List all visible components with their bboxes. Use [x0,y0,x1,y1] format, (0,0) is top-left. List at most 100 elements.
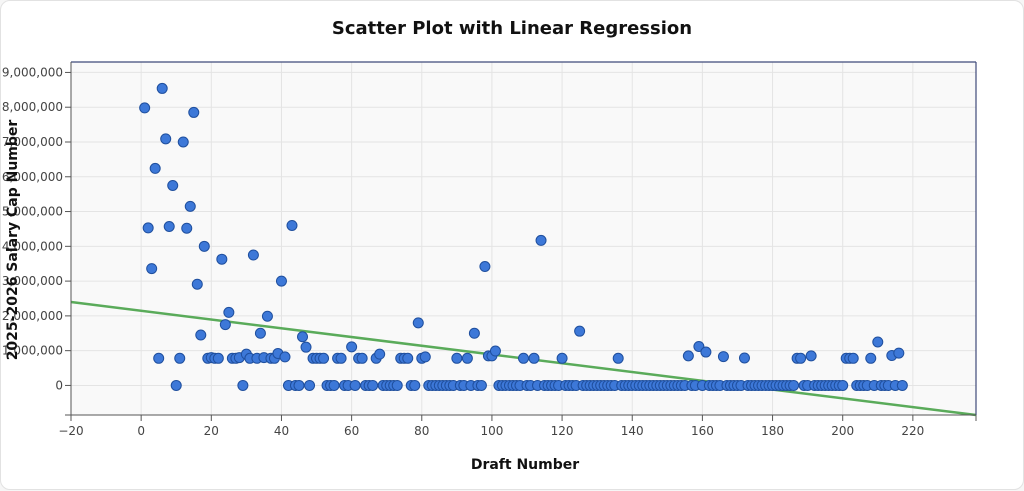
data-point [335,352,347,364]
data-point [865,352,877,364]
x-tick-label: 0 [137,424,145,438]
data-point [195,329,207,341]
x-tick-label: 40 [274,424,289,438]
data-point [198,240,210,252]
data-point [518,352,529,364]
x-tick-label: 60 [344,424,359,438]
x-tick-label: 120 [551,424,574,438]
y-tick-label: 0 [55,378,63,392]
y-tick-label: 6,000,000 [2,170,63,184]
data-point [451,352,463,364]
data-point [279,351,291,363]
data-point [700,346,712,358]
data-point [346,341,358,353]
data-point [300,341,312,353]
data-point [489,345,501,357]
data-point [738,352,750,364]
data-point [216,253,228,265]
data-point [247,249,259,261]
data-point [212,352,224,364]
data-point [682,350,694,362]
x-tick-label: −20 [58,424,83,438]
data-point [574,325,586,337]
data-point [412,317,424,329]
y-tick-label: 2,000,000 [2,309,63,323]
data-point [237,379,249,391]
data-point [805,350,817,362]
data-point [181,222,193,234]
x-tick-label: 180 [761,424,784,438]
data-point [391,379,403,391]
data-point [163,221,175,233]
data-point [170,379,182,391]
data-point [261,310,273,322]
data-point [160,133,172,145]
x-tick-label: 20 [204,424,219,438]
data-point [837,379,849,391]
y-tick-label: 1,000,000 [2,344,63,358]
data-point [349,379,361,391]
data-point [304,379,316,391]
data-point [188,106,200,118]
data-point [896,379,908,391]
data-point [717,351,729,363]
data-point [356,352,368,364]
plot-frame [70,61,977,416]
data-point [788,379,800,391]
data-point [191,278,203,290]
data-points [139,82,908,391]
data-point [254,327,266,339]
data-point [402,352,414,364]
y-tick-label: 4,000,000 [2,239,63,253]
data-point [795,352,807,364]
data-point [475,379,487,391]
data-point [174,352,186,364]
data-point [535,234,547,246]
x-axis: −20 0 20 40 60 80 100 120 140 160 180 200 220 [58,415,977,438]
data-point [177,136,189,148]
data-point [139,102,151,114]
x-tick-label: 160 [691,424,714,438]
y-axis: 0 1,000,000 2,000,000 3,000,000 4,000,000 5,0… [2,65,71,416]
data-point [409,379,421,391]
x-tick-label: 200 [831,424,854,438]
data-point [612,352,624,364]
data-point [153,352,165,364]
data-point [419,351,431,363]
x-tick-label: 140 [621,424,644,438]
data-point [374,348,386,360]
data-point [184,200,196,212]
data-point [468,327,480,339]
y-tick-label: 7,000,000 [2,135,63,149]
data-point [293,379,305,391]
x-tick-label: 220 [901,424,924,438]
data-point [167,179,179,191]
y-tick-label: 9,000,000 [2,65,63,79]
data-point [219,319,231,331]
y-axis-title: 2025-2026 Salary Cap Number [5,119,21,361]
data-point [328,379,340,391]
data-point [149,162,161,174]
data-point [556,352,568,364]
data-point [893,347,905,359]
data-point [146,263,158,275]
data-point [286,219,298,231]
data-point [156,82,168,94]
data-point [461,352,473,364]
data-point [318,352,330,364]
chart-title: Scatter Plot with Linear Regression [331,18,693,39]
data-point [479,260,491,272]
data-point [142,222,154,234]
y-tick-label: 3,000,000 [2,274,63,288]
data-point [275,275,287,287]
data-point [847,352,859,364]
data-point [528,352,540,364]
y-tick-label: 8,000,000 [2,100,63,114]
data-point [367,379,379,391]
data-point [872,336,884,348]
x-tick-label: 100 [480,424,503,438]
data-point [223,306,235,318]
data-point [297,331,309,343]
y-tick-label: 5,000,000 [2,205,63,219]
